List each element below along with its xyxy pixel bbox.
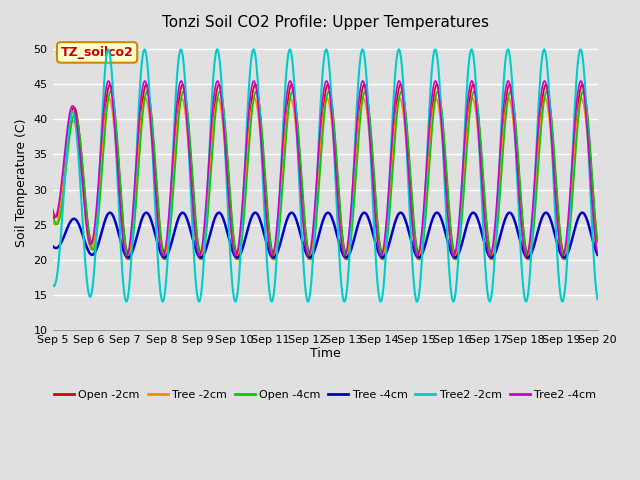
Tree2 -4cm bbox=[559, 253, 566, 259]
Line: Tree -2cm: Tree -2cm bbox=[52, 98, 598, 260]
Line: Open -2cm: Open -2cm bbox=[52, 84, 598, 252]
Tree -2cm bbox=[58, 187, 66, 193]
Tree2 -2cm bbox=[199, 276, 207, 281]
Open -4cm bbox=[391, 134, 399, 140]
Tree -4cm bbox=[407, 238, 415, 243]
Tree2 -2cm bbox=[340, 299, 348, 305]
Tree2 -4cm bbox=[407, 207, 415, 213]
Tree -2cm bbox=[199, 248, 207, 254]
Tree -4cm bbox=[506, 210, 513, 216]
Open -2cm bbox=[391, 116, 399, 122]
Tree -2cm bbox=[414, 257, 422, 263]
Open -4cm bbox=[115, 152, 122, 158]
Tree2 -2cm bbox=[393, 56, 401, 61]
Tree -2cm bbox=[170, 160, 178, 166]
Open -4cm bbox=[594, 240, 602, 245]
Open -2cm bbox=[407, 185, 415, 191]
Tree -2cm bbox=[432, 96, 440, 101]
Open -2cm bbox=[170, 161, 178, 167]
Tree2 -4cm bbox=[58, 172, 66, 178]
Open -2cm bbox=[594, 240, 602, 245]
Line: Tree2 -4cm: Tree2 -4cm bbox=[52, 81, 598, 256]
Legend: Open -2cm, Tree -2cm, Open -4cm, Tree -4cm, Tree2 -2cm, Tree2 -4cm: Open -2cm, Tree -2cm, Open -4cm, Tree -4… bbox=[49, 385, 600, 404]
Tree -4cm bbox=[58, 237, 66, 243]
Tree -4cm bbox=[170, 231, 178, 237]
Tree2 -2cm bbox=[358, 47, 366, 52]
Y-axis label: Soil Temperature (C): Soil Temperature (C) bbox=[15, 118, 28, 247]
Text: TZ_soilco2: TZ_soilco2 bbox=[61, 46, 134, 59]
Tree2 -2cm bbox=[594, 296, 602, 302]
Open -2cm bbox=[199, 245, 207, 251]
Tree2 -2cm bbox=[115, 198, 122, 204]
Tree -4cm bbox=[199, 253, 207, 259]
Open -4cm bbox=[49, 209, 56, 215]
Tree -4cm bbox=[594, 252, 602, 258]
X-axis label: Time: Time bbox=[310, 348, 340, 360]
Tree -2cm bbox=[391, 120, 399, 125]
Tree2 -2cm bbox=[170, 130, 178, 135]
Open -2cm bbox=[506, 82, 513, 87]
Tree2 -4cm bbox=[594, 251, 602, 256]
Tree -2cm bbox=[407, 206, 415, 212]
Line: Tree2 -2cm: Tree2 -2cm bbox=[52, 49, 598, 302]
Open -4cm bbox=[170, 181, 178, 187]
Open -2cm bbox=[58, 185, 66, 191]
Open -2cm bbox=[49, 206, 56, 212]
Tree -4cm bbox=[524, 255, 532, 261]
Tree -2cm bbox=[115, 180, 122, 186]
Tree2 -4cm bbox=[541, 78, 548, 84]
Open -2cm bbox=[115, 158, 122, 164]
Tree2 -4cm bbox=[391, 98, 399, 104]
Tree2 -2cm bbox=[409, 263, 417, 269]
Tree2 -4cm bbox=[49, 212, 56, 218]
Open -4cm bbox=[58, 199, 66, 205]
Tree -4cm bbox=[115, 230, 122, 236]
Tree2 -4cm bbox=[170, 140, 178, 145]
Line: Open -4cm: Open -4cm bbox=[52, 91, 598, 260]
Open -4cm bbox=[199, 255, 207, 261]
Tree -4cm bbox=[49, 243, 56, 249]
Tree2 -2cm bbox=[49, 282, 56, 288]
Tree2 -4cm bbox=[115, 179, 122, 185]
Title: Tonzi Soil CO2 Profile: Upper Temperatures: Tonzi Soil CO2 Profile: Upper Temperatur… bbox=[161, 15, 488, 30]
Open -4cm bbox=[561, 257, 569, 263]
Tree -4cm bbox=[391, 219, 399, 225]
Tree2 -2cm bbox=[58, 212, 66, 217]
Tree2 -4cm bbox=[199, 240, 207, 245]
Tree -2cm bbox=[49, 218, 56, 224]
Open -4cm bbox=[579, 88, 587, 94]
Open -4cm bbox=[407, 180, 415, 186]
Open -2cm bbox=[524, 250, 532, 255]
Tree -2cm bbox=[594, 252, 602, 258]
Line: Tree -4cm: Tree -4cm bbox=[52, 213, 598, 258]
